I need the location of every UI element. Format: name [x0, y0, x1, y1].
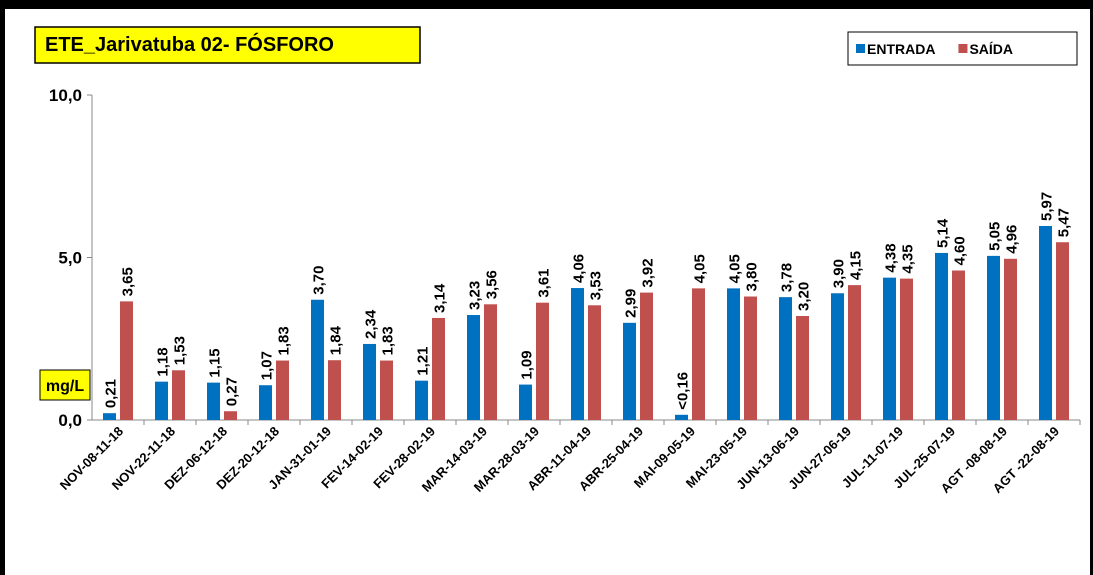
- bar: [484, 304, 497, 420]
- bar: [588, 305, 601, 420]
- bar: [120, 301, 133, 420]
- value-label: 5,47: [1056, 208, 1073, 237]
- value-label: 3,80: [744, 262, 761, 291]
- bar: [415, 380, 428, 420]
- value-label: 4,38: [883, 243, 900, 272]
- value-label: <0,16: [675, 372, 692, 410]
- value-label: 4,60: [952, 236, 969, 265]
- value-label: 3,23: [467, 281, 484, 310]
- value-label: 1,09: [519, 350, 536, 379]
- bar: [623, 322, 636, 420]
- bar: [571, 288, 584, 420]
- y-tick-label: 10,0: [49, 86, 82, 105]
- value-label: 3,78: [779, 263, 796, 292]
- bar: [432, 317, 445, 420]
- bar: [675, 414, 688, 420]
- value-label: 4,05: [692, 254, 709, 283]
- value-label: 4,06: [571, 254, 588, 283]
- value-label: 3,61: [536, 268, 553, 297]
- bar: [692, 288, 705, 420]
- y-tick-label: 5,0: [58, 249, 82, 268]
- legend-swatch: [958, 44, 968, 53]
- bar: [311, 299, 324, 420]
- bar: [328, 360, 341, 420]
- value-label: 3,90: [831, 259, 848, 288]
- value-label: 4,05: [727, 254, 744, 283]
- value-label: 1,15: [207, 348, 224, 377]
- value-label: 3,53: [588, 271, 605, 300]
- bar: [380, 360, 393, 420]
- value-label: 3,65: [120, 267, 137, 296]
- bar: [779, 297, 792, 420]
- value-label: 0,21: [103, 379, 120, 408]
- bar: [935, 252, 948, 420]
- bar: [1056, 242, 1069, 420]
- title-box: [34, 26, 421, 64]
- bar: [1004, 258, 1017, 420]
- value-label: 1,84: [328, 325, 345, 355]
- bar: [467, 315, 480, 420]
- bar: [172, 370, 185, 420]
- bar: [363, 343, 376, 420]
- value-label: 3,70: [311, 266, 328, 295]
- value-label: 1,18: [155, 347, 172, 376]
- legend-label: ENTRADA: [867, 41, 935, 57]
- bar: [796, 316, 809, 420]
- value-label: 3,14: [432, 283, 449, 313]
- bar: [883, 277, 896, 420]
- value-label: 5,97: [1039, 192, 1056, 221]
- value-label: 3,20: [796, 282, 813, 311]
- value-label: 1,21: [415, 346, 432, 375]
- value-label: 1,83: [276, 326, 293, 355]
- value-label: 1,07: [259, 351, 276, 380]
- bar: [259, 385, 272, 420]
- legend-label: SAÍDA: [969, 41, 1013, 57]
- value-label: 1,83: [380, 326, 397, 355]
- bar: [207, 382, 220, 420]
- bar: [1039, 225, 1052, 420]
- legend-swatch: [856, 44, 865, 53]
- y-label-box: [39, 369, 91, 401]
- bar: [727, 288, 740, 420]
- value-label: 5,05: [987, 222, 1004, 251]
- value-label: 5,14: [935, 218, 952, 248]
- bar: [987, 255, 1000, 420]
- bar: [952, 270, 965, 420]
- bar: [536, 302, 549, 420]
- bar: [831, 293, 844, 420]
- value-label: 4,15: [848, 251, 865, 280]
- value-label: 3,56: [484, 270, 501, 299]
- bar: [155, 381, 168, 420]
- value-label: 2,34: [363, 309, 380, 339]
- bar: [519, 384, 532, 420]
- bar: [640, 292, 653, 420]
- bar: [744, 296, 757, 420]
- bar: [224, 411, 237, 420]
- value-label: 4,35: [900, 244, 917, 273]
- bar: [103, 413, 116, 420]
- bar: [848, 285, 861, 420]
- chart-title: ETE_Jarivatuba 02- FÓSFORO: [45, 32, 334, 56]
- y-axis-label: mg/L: [46, 378, 84, 395]
- chart: ETE_Jarivatuba 02- FÓSFORO mg/L 0,0 5,0 10…: [34, 26, 1081, 496]
- bar: [900, 278, 913, 420]
- value-label: 2,99: [623, 289, 640, 318]
- value-label: 3,92: [640, 258, 657, 287]
- value-label: 1,53: [172, 336, 189, 365]
- y-tick-label: 0,0: [58, 411, 82, 430]
- value-label: 4,96: [1004, 225, 1021, 254]
- value-label: 0,27: [224, 377, 241, 406]
- bar: [276, 360, 289, 420]
